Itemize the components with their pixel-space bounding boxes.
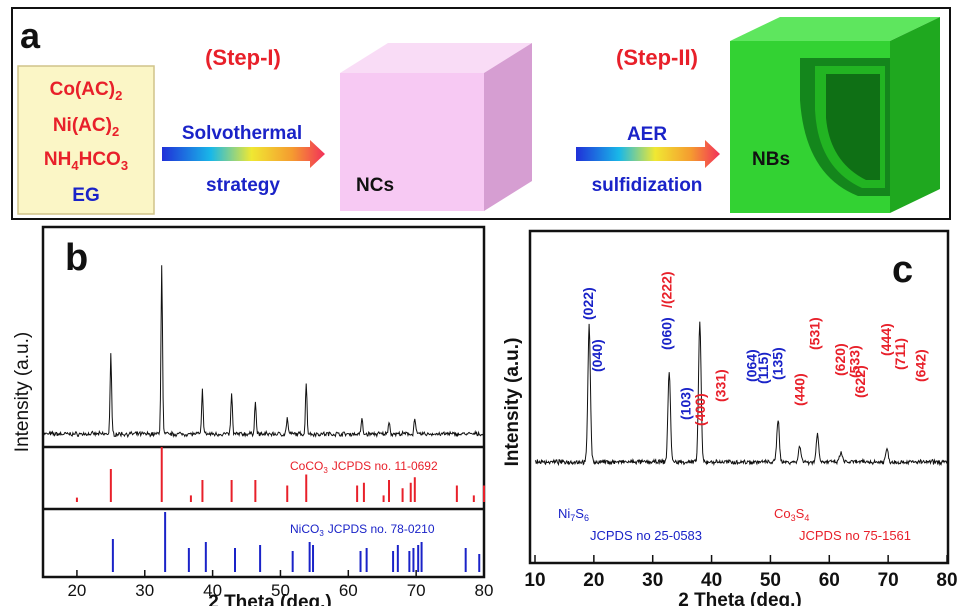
panel-b-tick-label: 70 (407, 581, 426, 600)
panel-c-tick-label: 30 (642, 570, 663, 591)
panel-b-tick-label: 80 (475, 581, 494, 600)
panel-a-label: a (20, 15, 41, 56)
panel-c-chart: c Intensity (a.u.) 2 Theta (deg.) Ni7S6 … (502, 229, 958, 606)
panel-b-pattern-line (42, 265, 485, 439)
peak-label: (531) (807, 317, 823, 350)
nc-label: NCs (356, 175, 394, 196)
peak-label: (642) (913, 349, 929, 382)
panel-c-tick-label: 10 (524, 570, 545, 591)
peak-label: (331) (712, 369, 728, 402)
co-phase-label: Co3S4 (774, 506, 809, 523)
nb-box-top (730, 17, 940, 41)
ni-phase-label: Ni7S6 (558, 506, 589, 523)
peak-label: (622) (852, 365, 868, 398)
panel-b-tick-label: 20 (67, 581, 86, 600)
step2-bottom-label: sulfidization (592, 175, 703, 196)
ref1-label: CoCO3 JCPDS no. 11-0692 (290, 459, 438, 475)
nb-box-side (890, 17, 940, 213)
step1-arrow (162, 140, 325, 168)
peak-label: (060) (658, 317, 674, 350)
peak-label: (115) (755, 352, 771, 384)
step1-title: (Step-I) (205, 45, 281, 70)
reagent-ni-acetate: Ni(AC)2 (53, 115, 119, 139)
reagent-ethylene-glycol: EG (72, 185, 99, 206)
panel-b-label: b (65, 237, 88, 279)
step2-arrow (576, 140, 720, 168)
step1-bottom-label: strategy (206, 175, 280, 196)
nc-cube-side (484, 43, 532, 211)
peak-label: (444) (878, 323, 894, 356)
panel-b-tick-label: 40 (203, 581, 222, 600)
nc-cube-top (340, 43, 532, 73)
co-phase-card: JCPDS no 75-1561 (799, 528, 911, 543)
panel-b-frame (41, 225, 486, 579)
panel-c-tick-label: 60 (819, 570, 840, 591)
panel-a-drawing: a Co(AC)2 Ni(AC)2 NH4HCO3 EG (Step-I) So… (17, 15, 940, 215)
peak-label: (440) (791, 373, 807, 406)
step2-top-label: AER (627, 124, 667, 145)
panel-c-tick-label: 50 (760, 570, 781, 591)
panel-c-label: c (892, 249, 913, 291)
panel-b-chart: b Intensity (a.u.) 2 Theta (deg.) CoCO3 J… (12, 225, 494, 606)
panel-b-tick-label: 30 (135, 581, 154, 600)
nb-label: NBs (752, 149, 790, 170)
step1-top-label: Solvothermal (182, 123, 302, 144)
peak-label: (022) (580, 287, 596, 320)
panel-b-tick-label: 50 (271, 581, 290, 600)
panel-b-tick-label: 60 (339, 581, 358, 600)
panel-c-tick-label: 80 (936, 570, 957, 591)
panel-a (11, 7, 951, 220)
panel-b-ylabel: Intensity (a.u.) (12, 332, 33, 452)
reagent-ammonium-bicarbonate: NH4HCO3 (44, 149, 128, 173)
panel-c-tick-label: 20 (583, 570, 604, 591)
nb-shell-inner (826, 74, 880, 180)
peak-label: (711) (892, 338, 908, 370)
panel-c-tick-label: 40 (701, 570, 722, 591)
peak-label: /(222) (658, 271, 674, 308)
peak-label: (064) (744, 349, 760, 382)
peak-label: (533) (847, 345, 863, 378)
panel-c-frame (528, 229, 950, 565)
nc-cube-front (340, 73, 484, 211)
peak-label: (620) (832, 343, 848, 376)
panel-c-pattern-line (534, 321, 948, 467)
peak-label: (135) (770, 347, 786, 380)
peak-label: (103) (678, 387, 694, 420)
panel-b-xlabel: 2 Theta (deg.) (208, 592, 332, 606)
ref2-label: NiCO3 JCPDS no. 78-0210 (290, 522, 435, 538)
step2-title: (Step-II) (616, 45, 698, 70)
reagent-box (17, 65, 155, 215)
panel-c-ylabel: Intensity (a.u.) (502, 338, 523, 467)
panel-c-xlabel: 2 Theta (deg.) (678, 590, 802, 606)
peak-label: (400) (692, 393, 708, 426)
reagent-co-acetate: Co(AC)2 (50, 79, 123, 103)
ni-phase-card: JCPDS no 25-0583 (590, 528, 702, 543)
peak-label: (040) (589, 339, 605, 372)
panel-c-tick-label: 70 (878, 570, 899, 591)
